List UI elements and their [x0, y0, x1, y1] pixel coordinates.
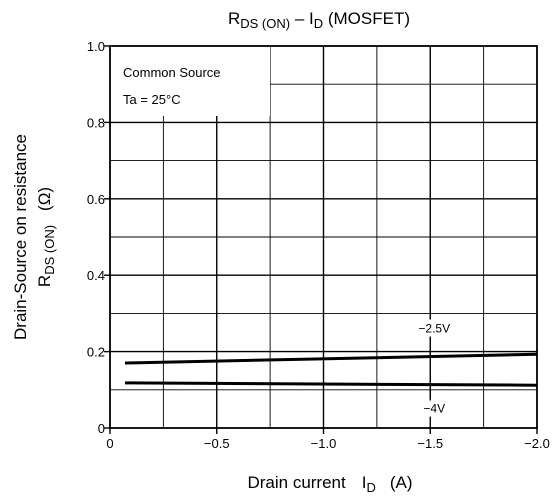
- y-tick-label: 0.4: [87, 268, 105, 283]
- x-tick-label: 0: [106, 436, 113, 451]
- grid: [110, 46, 537, 428]
- series-line: [124, 381, 538, 387]
- series-line: [124, 352, 538, 365]
- y-tick-labels: 0 0.2 0.4 0.6 0.8 1.0: [87, 39, 105, 436]
- x-tick-label: −1.0: [311, 436, 337, 451]
- x-tick-label: −2.0: [524, 436, 550, 451]
- series-label-bg: [416, 319, 451, 337]
- x-axis-label: Drain current ID (A): [247, 473, 412, 495]
- y-tick-label: 1.0: [87, 39, 105, 54]
- x-tick-label: −0.5: [204, 436, 230, 451]
- series-label: −4V: [423, 402, 445, 416]
- y-tick-label: 0.6: [87, 192, 105, 207]
- y-tick-label: 0.2: [87, 345, 105, 360]
- conditions-line-2: Ta = 25°C: [123, 92, 181, 107]
- conditions-box: [110, 46, 270, 116]
- y-axis-label-line-2: RDS (ON)(Ω): [35, 187, 57, 287]
- x-tick-labels: 0 −0.5 −1.0 −1.5 −2.0: [106, 436, 549, 451]
- y-axis-label-line-1: Drain-Source on resistance: [11, 134, 30, 340]
- conditions-line-1: Common Source: [123, 65, 221, 80]
- series-label: −2.5V: [418, 322, 450, 336]
- series-label-bg: [416, 399, 451, 417]
- tick-marks: [104, 45, 538, 434]
- y-tick-label: 0: [98, 421, 105, 436]
- series-group: −2.5V −4V: [124, 319, 538, 417]
- x-tick-label: −1.5: [417, 436, 443, 451]
- y-tick-label: 0.8: [87, 115, 105, 130]
- chart-title: RDS (ON) – ID (MOSFET): [228, 9, 410, 31]
